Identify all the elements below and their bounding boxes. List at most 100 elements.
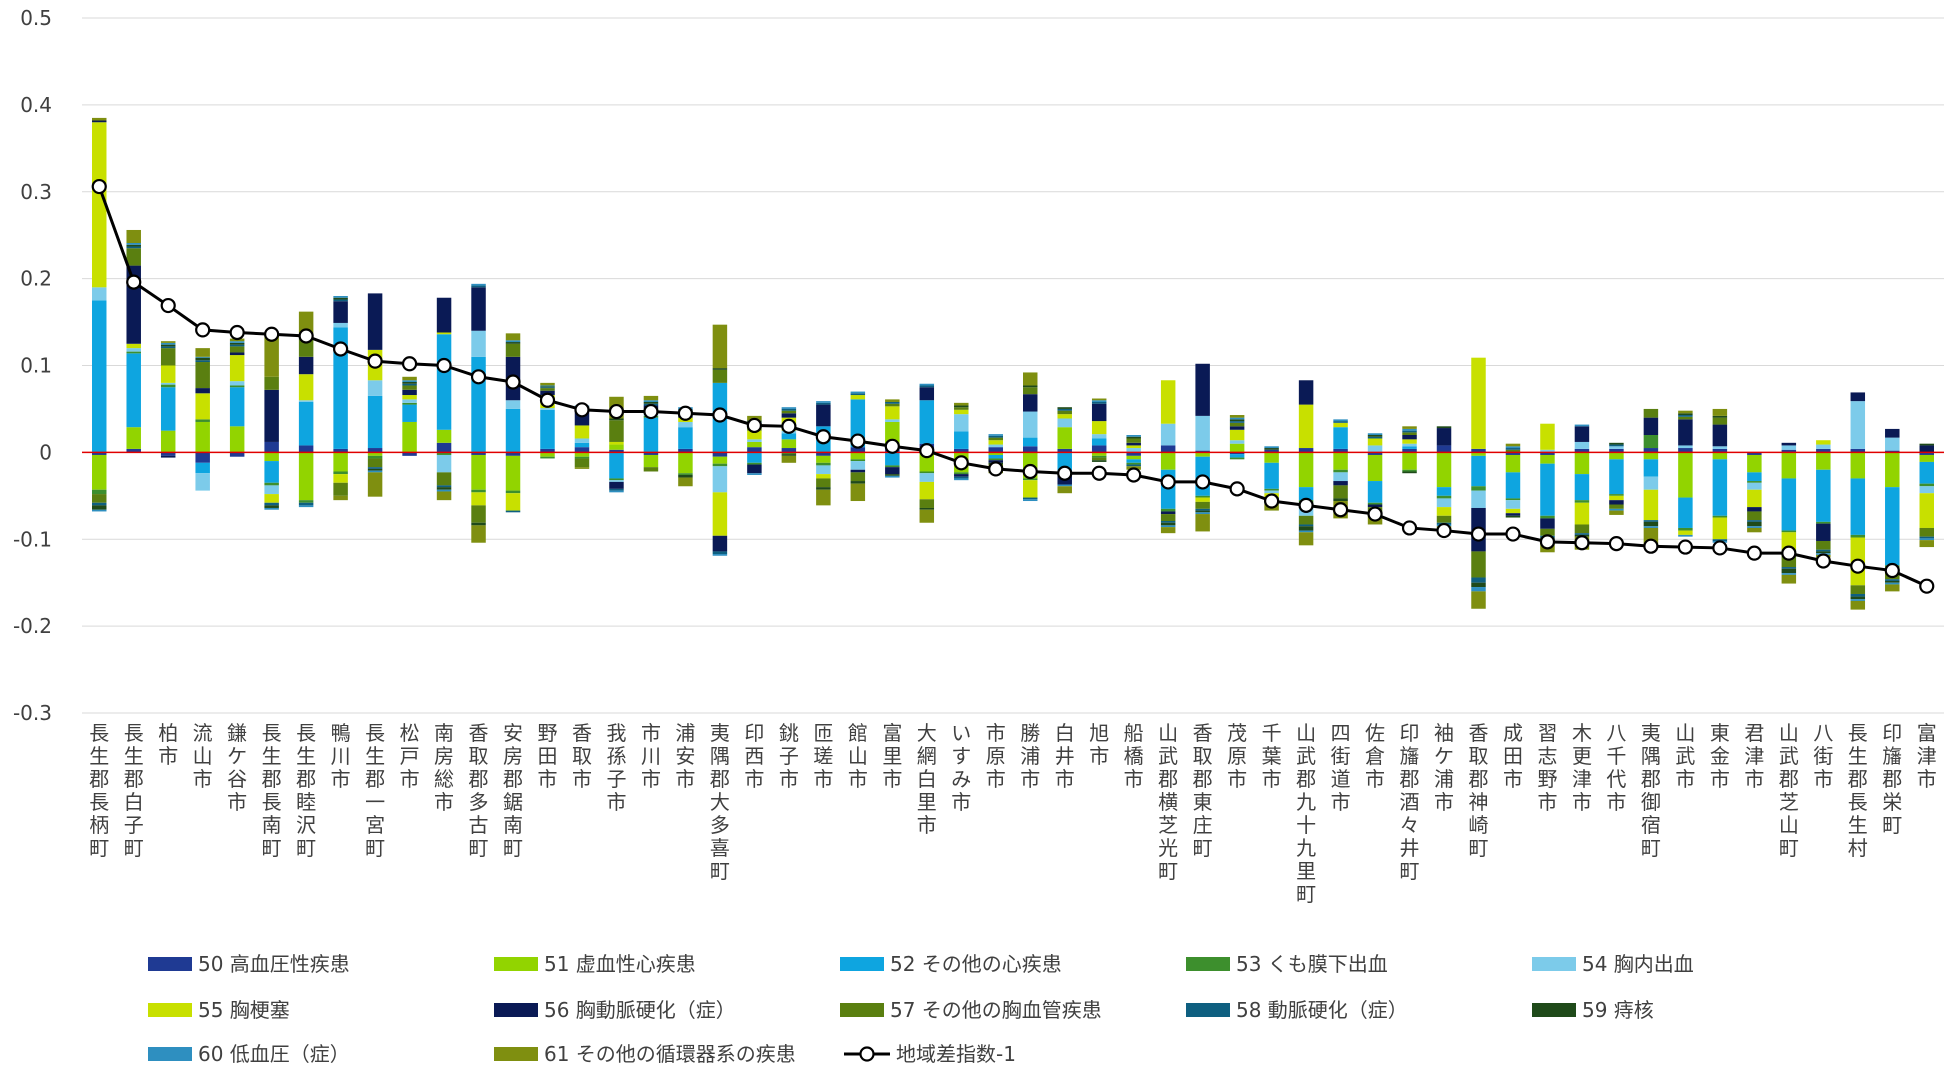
bar-segment — [1781, 574, 1797, 584]
category-label: 香取市 — [572, 721, 592, 791]
bar-segment — [1160, 380, 1176, 424]
bar-segment — [1402, 446, 1417, 449]
bar-segment — [1505, 513, 1521, 516]
bar-segment — [91, 300, 107, 453]
bar-segment — [1195, 495, 1210, 498]
bar-segment — [678, 421, 693, 428]
bar-segment — [1850, 448, 1866, 453]
bar-segment — [850, 452, 866, 460]
bar-segment — [1540, 454, 1555, 464]
bar-segment — [195, 419, 210, 422]
bar-segment — [126, 248, 141, 266]
bar-segment — [160, 387, 176, 431]
bar-segment — [1712, 517, 1728, 540]
bar-segment — [1436, 452, 1452, 488]
bar-segment — [229, 381, 245, 386]
category-label: 習志野市 — [1537, 721, 1557, 814]
bar-segment — [954, 407, 969, 410]
bar-segment — [1229, 443, 1245, 453]
bar-segment — [1091, 421, 1107, 435]
line-point — [1470, 526, 1487, 542]
bar-segment — [1609, 508, 1624, 511]
category-label: 山武郡芝山町 — [1779, 721, 1799, 860]
bar-segment — [1436, 507, 1452, 516]
bar-segment — [436, 491, 452, 501]
bar-segment — [954, 472, 969, 475]
category-label: 館山市 — [848, 721, 868, 791]
bar-segment — [1919, 486, 1935, 494]
bar-segment — [1643, 459, 1659, 477]
bar-segment — [1850, 401, 1866, 449]
legend-swatch — [840, 1003, 884, 1017]
bar-segment — [471, 489, 486, 493]
bar-segment — [1747, 521, 1762, 527]
y-tick-label: -0.2 — [13, 614, 52, 638]
bar-segment — [885, 403, 900, 407]
bar-segment — [1471, 448, 1486, 453]
bar-segment — [781, 433, 797, 440]
line-point — [608, 403, 625, 420]
bar-segment — [1609, 444, 1624, 447]
bar-segment — [574, 458, 590, 468]
bar-segment — [1229, 415, 1245, 418]
bar-segment — [1678, 527, 1693, 531]
category-label: 茂原市 — [1227, 721, 1247, 791]
bar-segment — [1402, 432, 1417, 435]
bar-segment — [1298, 404, 1314, 449]
bar-segment — [574, 456, 590, 459]
bar-segment — [1885, 582, 1900, 585]
bar-segment — [678, 448, 693, 453]
bar-segment — [505, 510, 521, 513]
bar-segment — [1781, 452, 1797, 479]
bar-segment — [1574, 441, 1590, 449]
category-label: 松戸市 — [400, 721, 420, 791]
bar-segment — [954, 414, 969, 432]
bar-segment — [1678, 452, 1693, 498]
bar-segment — [850, 472, 866, 482]
bar-segment — [747, 464, 762, 474]
bar-segment — [1333, 422, 1348, 428]
bar-segment — [1609, 446, 1624, 449]
bar-segment — [436, 454, 452, 473]
bar-segment — [229, 346, 245, 353]
bar-segment — [126, 243, 141, 245]
bar-segment — [333, 296, 348, 298]
bar-segment — [712, 324, 728, 369]
bar-segment — [816, 474, 831, 479]
legend-label: 53 くも膜下出血 — [1236, 952, 1388, 976]
bar-segment — [1574, 502, 1590, 525]
bar-segment — [1367, 481, 1383, 503]
bar-segment — [1919, 527, 1935, 537]
bar-segment — [195, 357, 210, 361]
bar-segment — [126, 244, 141, 247]
bar-segment — [1126, 445, 1141, 449]
bar-segment — [91, 505, 107, 510]
bar-segment — [1505, 452, 1521, 455]
bar-segment — [643, 395, 659, 401]
legend-label: 54 胸内出血 — [1582, 952, 1694, 976]
bar-segment — [850, 481, 866, 484]
bar-segment — [333, 474, 348, 483]
bar-segment — [988, 434, 1004, 436]
bar-segment — [781, 448, 797, 453]
bar-segment — [1333, 427, 1348, 449]
bar-segment — [1781, 573, 1797, 575]
line-point — [264, 326, 280, 342]
bar-segment — [195, 362, 210, 389]
bar-segment — [1678, 413, 1693, 416]
line-point — [160, 297, 176, 314]
bar-segment — [1022, 394, 1038, 412]
bar-segment — [1022, 387, 1038, 395]
bar-segment — [1126, 442, 1141, 446]
bar-segment — [402, 421, 417, 453]
bar-segment — [1816, 469, 1831, 522]
bar-segment — [1022, 411, 1038, 438]
bar-segment — [1022, 385, 1038, 388]
bar-segment — [505, 490, 521, 494]
bar-segment — [885, 401, 900, 404]
bar-segment — [471, 454, 486, 490]
bar-segment — [1091, 403, 1107, 422]
category-label: 柏市 — [158, 721, 178, 768]
line-point — [884, 438, 900, 454]
bar-segment — [574, 425, 590, 439]
